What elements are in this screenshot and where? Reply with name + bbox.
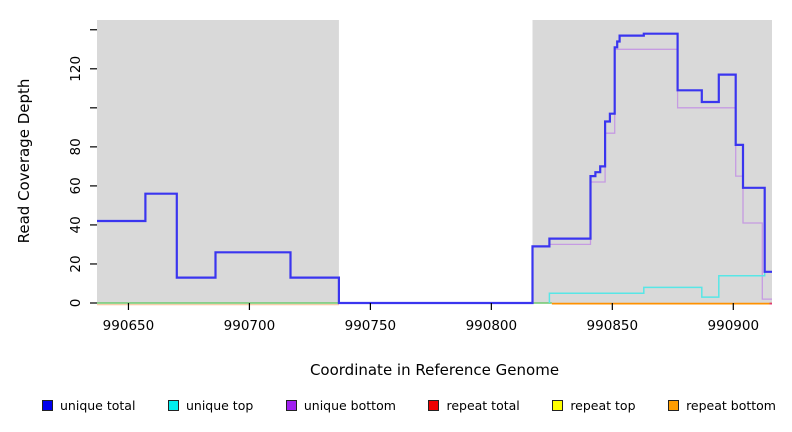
legend-swatch-icon xyxy=(285,400,297,411)
y-tick-label: 120 xyxy=(68,56,84,82)
legend-item: unique bottom xyxy=(285,398,396,413)
series-unique-total-line xyxy=(97,32,772,305)
legend-item: repeat top xyxy=(552,398,636,413)
legend-swatch-icon xyxy=(42,400,53,411)
x-tick-label: 990800 xyxy=(466,318,518,334)
y-tick-label: 0 xyxy=(68,299,84,308)
y-axis-title: Read Coverage Depth xyxy=(15,78,33,244)
legend: unique total unique top unique bottom repea… xyxy=(42,398,776,413)
series-unique-top-line xyxy=(548,271,772,303)
legend-label: repeat total xyxy=(446,398,520,413)
legend-item: unique total xyxy=(42,398,135,413)
x-tick-label: 990700 xyxy=(224,318,276,334)
x-tick-label: 990900 xyxy=(708,318,760,334)
legend-label: unique top xyxy=(185,398,254,413)
y-tick-label: 40 xyxy=(68,216,84,233)
legend-swatch-icon xyxy=(428,400,440,411)
plot-svg: 990650 990700 990750 990800 990850 990900 0 20 4… xyxy=(68,20,772,334)
x-tick-label: 990850 xyxy=(587,318,639,334)
legend-label: unique total xyxy=(60,398,136,413)
legend-item: repeat total xyxy=(428,398,520,413)
legend-item: unique top xyxy=(167,398,254,413)
legend-label: repeat bottom xyxy=(686,398,776,413)
legend-label: unique bottom xyxy=(303,398,396,413)
legend-label: repeat top xyxy=(570,398,636,413)
legend-swatch-icon xyxy=(167,400,179,411)
y-tick-label: 60 xyxy=(68,177,84,194)
legend-swatch-icon xyxy=(552,400,564,411)
legend-item: repeat bottom xyxy=(668,398,776,413)
x-tick-label: 990750 xyxy=(345,318,397,334)
x-tick-label: 990650 xyxy=(103,318,155,334)
y-tick-label: 80 xyxy=(68,138,84,155)
unmasked-band xyxy=(338,20,533,303)
y-tick-label: 20 xyxy=(68,255,84,272)
legend-swatch-icon xyxy=(668,400,680,411)
x-axis-title: Coordinate in Reference Genome xyxy=(309,361,560,379)
